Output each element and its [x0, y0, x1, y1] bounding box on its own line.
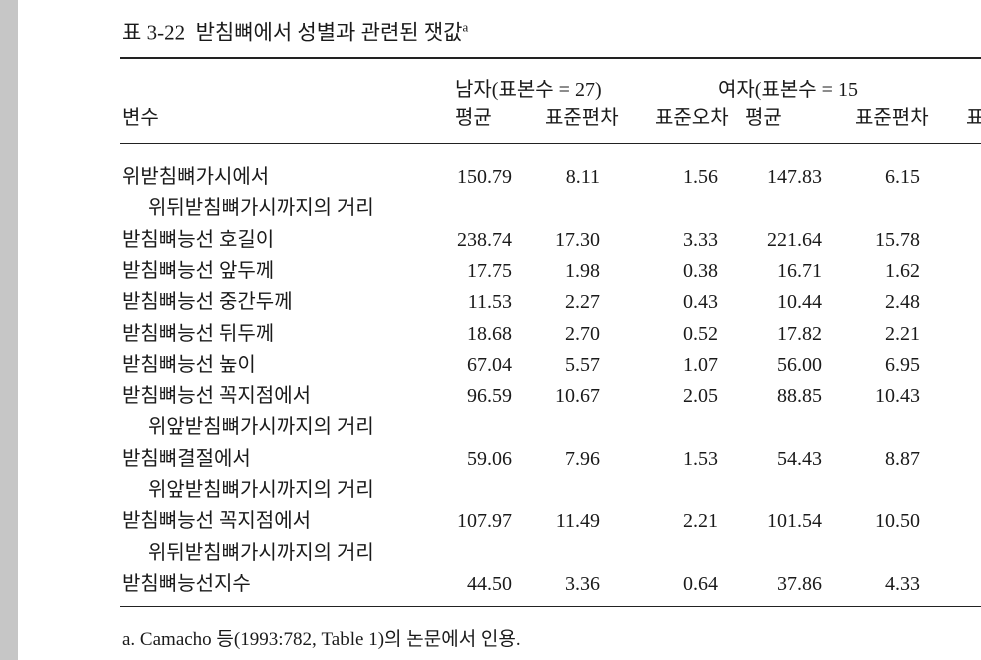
cell-value: 2.48: [885, 291, 920, 314]
cell-value: 1.07: [683, 353, 718, 376]
variable-name: 받침뼈결절에서: [122, 447, 251, 470]
cell-value: 6.95: [885, 353, 920, 376]
cell-value: 16.71: [777, 259, 822, 282]
group-header: 여자(표본수 = 15: [718, 79, 858, 101]
cell-value: 37.86: [777, 572, 822, 595]
column-header: 평균: [745, 107, 782, 129]
cell-value: 3.36: [565, 572, 600, 595]
variable-name: 위뒤받침뼈가시까지의 거리: [148, 541, 374, 564]
cell-value: 5.57: [565, 353, 600, 376]
variable-name: 받침뼈능선지수: [122, 572, 251, 595]
cell-value: 10.43: [875, 385, 920, 408]
variable-name: 위앞받침뼈가시까지의 거리: [148, 416, 374, 439]
variable-header: 변수: [122, 107, 159, 129]
column-header: 표준편차: [855, 107, 929, 129]
cell-value: 1.98: [565, 259, 600, 282]
variable-name: 위뒤받침뼈가시까지의 거리: [148, 197, 374, 220]
cell-value: 150.79: [457, 166, 512, 188]
variable-name: 받침뼈능선 호길이: [122, 228, 275, 251]
cell-value: 3.33: [683, 228, 718, 251]
column-header: 평균: [455, 107, 492, 129]
variable-name: 받침뼈능선 꼭지점에서: [122, 510, 311, 533]
cell-value: 0.64: [683, 572, 718, 595]
cell-value: 56.00: [777, 353, 822, 376]
bottom-rule: [120, 606, 981, 607]
variable-name: 받침뼈능선 뒤두께: [122, 322, 275, 345]
cell-value: 15.78: [875, 228, 920, 251]
cell-value: 6.15: [885, 166, 920, 188]
cell-value: 221.64: [767, 228, 822, 251]
cell-value: 17.82: [777, 322, 822, 345]
cell-value: 54.43: [777, 447, 822, 470]
top-rule: [120, 57, 981, 59]
variable-name: 위앞받침뼈가시까지의 거리: [148, 479, 374, 501]
header-rule: [120, 143, 981, 144]
cell-value: 2.27: [565, 291, 600, 314]
cell-value: 0.52: [683, 322, 718, 345]
cell-value: 88.85: [777, 385, 822, 408]
title-text: 표 3-22 받침뼈에서 성별과 관련된 잿값: [122, 20, 463, 45]
margin-strip: [0, 0, 18, 660]
cell-value: 147.83: [767, 166, 822, 188]
cell-value: 8.11: [565, 166, 600, 188]
cell-value: 59.06: [467, 447, 512, 470]
cell-value: 0.43: [683, 291, 718, 314]
variable-name: 받침뼈능선 중간두께: [122, 291, 293, 314]
cell-value: 44.50: [467, 572, 512, 595]
cell-value: 17.75: [467, 259, 512, 282]
cell-value: 2.70: [565, 322, 600, 345]
variable-name: 받침뼈능선 높이: [122, 353, 256, 376]
cell-value: 4.33: [885, 572, 920, 595]
cell-value: 11.49: [555, 510, 600, 533]
cell-value: 238.74: [457, 228, 512, 251]
cell-value: 107.97: [457, 510, 512, 533]
column-header: 표: [966, 107, 981, 129]
column-header: 표준편차: [545, 107, 619, 129]
title-note-mark: a: [462, 19, 469, 35]
cell-value: 67.04: [467, 353, 512, 376]
footnote: a. Camacho 등(1993:782, Table 1)의 논문에서 인용…: [122, 629, 521, 650]
cell-value: 10.67: [555, 385, 600, 408]
cell-value: 1.56: [683, 166, 718, 188]
cell-value: 96.59: [467, 385, 512, 408]
cell-value: 1.53: [683, 447, 718, 470]
variable-name: 위받침뼈가시에서: [122, 166, 270, 188]
cell-value: 11.53: [467, 291, 512, 314]
cell-value: 7.96: [565, 447, 600, 470]
cell-value: 10.44: [777, 291, 822, 314]
group-header: 남자(표본수 = 27): [455, 79, 602, 101]
cell-value: 0.38: [683, 259, 718, 282]
cell-value: 8.87: [885, 447, 920, 470]
cell-value: 101.54: [767, 510, 822, 533]
cell-value: 2.05: [683, 385, 718, 408]
cell-value: 10.50: [875, 510, 920, 533]
column-header: 표준오차: [655, 107, 729, 129]
variable-name: 받침뼈능선 꼭지점에서: [122, 385, 311, 408]
cell-value: 18.68: [467, 322, 512, 345]
cell-value: 2.21: [885, 322, 920, 345]
cell-value: 17.30: [555, 228, 600, 251]
cell-value: 1.62: [885, 259, 920, 282]
cell-value: 2.21: [683, 510, 718, 533]
table-title: 표 3-22 받침뼈에서 성별과 관련된 잿값a: [122, 16, 468, 45]
variable-name: 받침뼈능선 앞두께: [122, 259, 275, 282]
